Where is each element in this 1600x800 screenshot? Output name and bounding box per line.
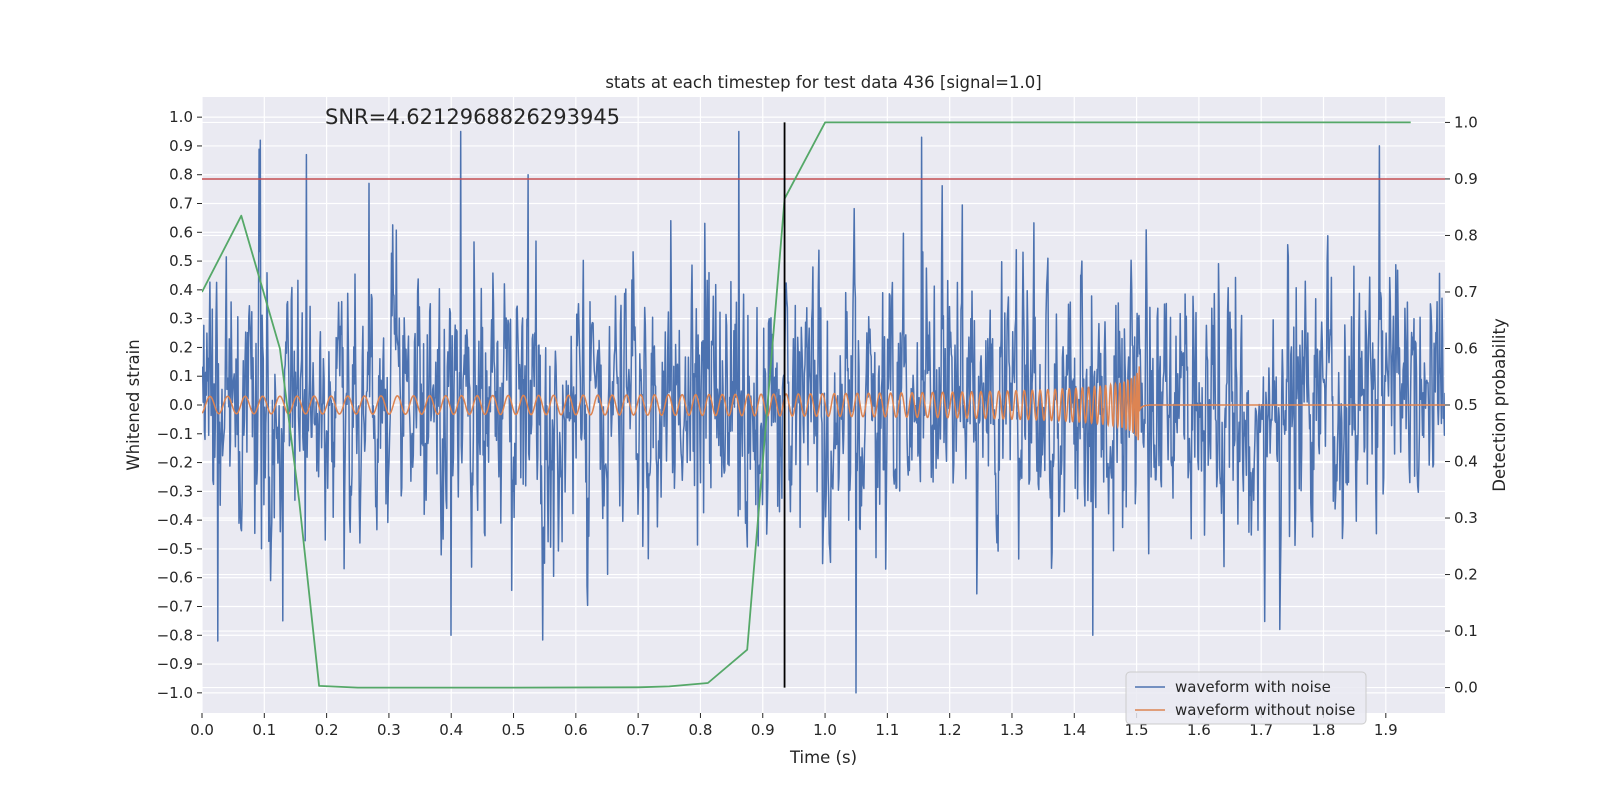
x-tick-label: 0.3	[377, 721, 401, 739]
y-tick-label-left: 0.4	[169, 281, 193, 299]
y-tick-label-right: 0.5	[1454, 396, 1478, 414]
x-axis-label: Time (s)	[789, 748, 857, 767]
x-tick-label: 0.4	[439, 721, 463, 739]
x-tick-label: 1.3	[1000, 721, 1024, 739]
y-tick-label-left: −0.7	[157, 597, 193, 615]
y-tick-label-left: 0.1	[169, 367, 193, 385]
series-layer	[202, 121, 1445, 694]
clean-waveform-line	[202, 366, 1445, 441]
x-tick-label: 1.2	[938, 721, 962, 739]
x-tick-label: 0.9	[751, 721, 775, 739]
x-tick-label: 1.9	[1374, 721, 1398, 739]
snr-annotation: SNR=4.6212968826293945	[325, 105, 620, 129]
y-axis-label-right: Detection probability	[1490, 318, 1509, 492]
y-tick-label-right: 0.9	[1454, 170, 1478, 188]
x-tick-label: 1.5	[1125, 721, 1149, 739]
y-tick-label-right: 0.1	[1454, 622, 1478, 640]
x-tick-label: 1.4	[1062, 721, 1086, 739]
x-tick-label: 1.1	[875, 721, 899, 739]
y-tick-label-left: −0.1	[157, 425, 193, 443]
y-tick-label-right: 0.6	[1454, 339, 1478, 357]
y-tick-label-left: 0.8	[169, 166, 193, 184]
y-axis-label-left: Whitened strain	[124, 339, 143, 470]
x-tick-label: 0.0	[190, 721, 214, 739]
y-tick-label-right: 0.0	[1454, 679, 1478, 697]
y-tick-label-left: −0.2	[157, 454, 193, 472]
chart-title: stats at each timestep for test data 436…	[605, 73, 1041, 92]
y-tick-label-left: 0.2	[169, 338, 193, 356]
x-tick-label: 0.7	[626, 721, 650, 739]
x-tick-label: 0.5	[502, 721, 526, 739]
y-tick-label-left: 0.5	[169, 252, 193, 270]
y-tick-label-left: 0.7	[169, 195, 193, 213]
y-tick-label-right: 0.3	[1454, 509, 1478, 527]
y-tick-label-left: −1.0	[157, 684, 193, 702]
legend-entry-clean: waveform without noise	[1175, 701, 1355, 719]
x-tick-label: 0.6	[564, 721, 588, 739]
y-tick-label-left: 0.3	[169, 310, 193, 328]
detection-probability-line	[202, 121, 1411, 689]
y-tick-label-right: 0.8	[1454, 226, 1478, 244]
y-tick-label-left: 0.0	[169, 396, 193, 414]
x-tick-label: 0.1	[252, 721, 276, 739]
y-tick-label-right: 0.2	[1454, 566, 1478, 584]
x-tick-label: 0.8	[689, 721, 713, 739]
legend-box	[1125, 671, 1367, 725]
y-tick-label-left: −0.8	[157, 626, 193, 644]
y-tick-label-left: 0.6	[169, 223, 193, 241]
x-tick-label: 1.8	[1312, 721, 1336, 739]
y-tick-label-left: −0.9	[157, 655, 193, 673]
y-tick-label-right: 0.4	[1454, 453, 1478, 471]
x-tick-label: 1.6	[1187, 721, 1211, 739]
y-tick-label-left: 0.9	[169, 137, 193, 155]
x-tick-label: 1.7	[1249, 721, 1273, 739]
legend-entry-noisy: waveform with noise	[1175, 678, 1331, 696]
axes-layer: 0.0 0.1 0.2 0.3 0.4 0.5 0.6 0.7 0.8 0.9 1.0 1.1 1.2 1…	[157, 108, 1478, 739]
legend: waveform with noise waveform without noi…	[1125, 671, 1367, 725]
y-tick-label-left: 1.0	[169, 108, 193, 126]
y-tick-label-right: 1.0	[1454, 113, 1478, 131]
x-tick-label: 0.2	[315, 721, 339, 739]
y-tick-label-left: −0.6	[157, 569, 193, 587]
y-tick-label-right: 0.7	[1454, 283, 1478, 301]
x-tick-label: 1.0	[813, 721, 837, 739]
y-tick-label-left: −0.3	[157, 482, 193, 500]
y-tick-label-left: −0.4	[157, 511, 193, 529]
y-tick-label-left: −0.5	[157, 540, 193, 558]
